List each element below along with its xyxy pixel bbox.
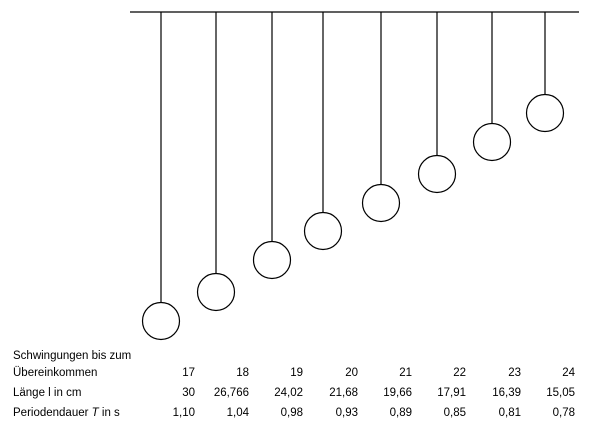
row-swings-label-line1: Schwingungen bis zum [13, 350, 132, 362]
length-cell: 30 [182, 387, 195, 399]
swings-cell: 21 [399, 367, 412, 379]
length-cell: 21,68 [329, 387, 358, 399]
swings-cell: 18 [236, 367, 249, 379]
period-cell: 0,81 [498, 407, 521, 419]
pendulum-bob [472, 122, 512, 162]
pendulum-bob [196, 272, 236, 312]
row-period-label-prefix: Periodendauer [13, 407, 92, 419]
pendulum-bob [525, 93, 565, 133]
length-cell: 15,05 [546, 387, 575, 399]
length-cell: 26,766 [213, 387, 249, 399]
length-cell: 16,39 [492, 387, 521, 399]
row-period-label-symbol: T [91, 407, 99, 419]
swings-cell: 17 [182, 367, 195, 379]
period-cell: 0,98 [280, 407, 303, 419]
pendulum-bob [303, 211, 343, 251]
period-cell: 1,10 [172, 407, 195, 419]
pendulum-bob [252, 240, 292, 280]
length-cell: 17,91 [437, 387, 466, 399]
row-length-label: Länge l in cm [13, 387, 82, 399]
swings-cell: 23 [508, 367, 521, 379]
period-cell: 0,93 [335, 407, 358, 419]
row-swings-label-line2: Übereinkommen [13, 367, 98, 379]
row-period-label: Periodendauer T in s [13, 406, 120, 420]
swings-cell: 22 [453, 367, 466, 379]
length-cell: 19,66 [383, 387, 412, 399]
pendulum-bob [417, 154, 457, 194]
period-cell: 0,85 [443, 407, 466, 419]
pendulum-bob [141, 301, 181, 341]
swings-cell: 19 [290, 367, 303, 379]
swings-cell: 24 [562, 367, 575, 379]
pendulum-bob [361, 183, 401, 223]
period-cell: 1,04 [226, 407, 249, 419]
length-cell: 24,02 [274, 387, 303, 399]
period-cell: 0,89 [389, 407, 412, 419]
row-period-label-suffix: in s [98, 407, 120, 419]
period-cell: 0,78 [552, 407, 575, 419]
pendulum-drawing [130, 11, 579, 341]
swings-cell: 20 [345, 367, 358, 379]
